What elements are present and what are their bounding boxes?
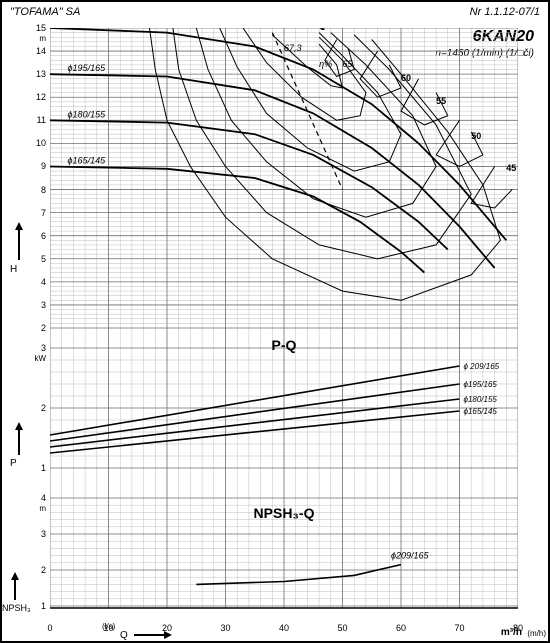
y-tick: 14	[10, 46, 46, 56]
y-tick: 3	[10, 343, 46, 353]
plot-area: ϕ 209/165 ϕ195/165 ϕ180/155 ϕ165/145 45 50 55 6…	[50, 28, 518, 626]
pq-series-label: ϕ 209/165	[464, 362, 500, 371]
x-tick: 70	[454, 623, 464, 633]
pump-curve-sheet: "TOFAMA" SA Nr 1.1.12-07/1 6KAN20 n=1450…	[0, 0, 550, 643]
impeller-label: ϕ165/145	[68, 155, 107, 165]
eff-label: 65	[343, 59, 354, 69]
y-tick: 3	[10, 300, 46, 310]
impeller-label: ϕ180/155	[68, 109, 107, 119]
hq-title: H-Q	[300, 28, 326, 30]
eff-label: 50	[471, 131, 481, 141]
y-tick: 1	[10, 463, 46, 473]
eff-label: 55	[436, 96, 446, 106]
doc-number: Nr 1.1.12-07/1	[470, 6, 540, 18]
y-tick: 8	[10, 185, 46, 195]
impeller-label: ϕ195/165	[68, 63, 107, 73]
q-axis-label: Q	[120, 630, 128, 641]
y-tick: 2	[10, 323, 46, 333]
eff-label: η%	[319, 59, 332, 69]
y-tick: 6	[10, 231, 46, 241]
pq-series-label: ϕ195/165	[464, 380, 498, 389]
pq-title: P-Q	[272, 337, 297, 353]
y-tick: 4	[10, 277, 46, 287]
y-tick: 2	[10, 565, 46, 575]
y-tick: 2	[10, 403, 46, 413]
eff-label: 60	[401, 73, 411, 83]
eff-label: 67,3	[284, 43, 302, 53]
x-tick: 50	[337, 623, 347, 633]
y-tick: 11	[10, 115, 46, 125]
y-tick: 3	[10, 529, 46, 539]
q-unit-far-right: (m/h)	[527, 629, 546, 638]
y-tick: 13	[10, 69, 46, 79]
x-tick: 0	[47, 623, 52, 633]
y-tick: 15	[10, 23, 46, 33]
y-tick: 10	[10, 138, 46, 148]
q-unit-left: (l/s)	[102, 622, 115, 631]
company-name: "TOFAMA" SA	[10, 6, 80, 18]
eff-label: 45	[506, 163, 516, 173]
npsh-series-label: ϕ209/165	[391, 551, 430, 561]
x-tick: 30	[220, 623, 230, 633]
arrow-q-axis	[132, 629, 172, 641]
header-row: "TOFAMA" SA Nr 1.1.12-07/1	[10, 6, 540, 24]
x-tick: 60	[396, 623, 406, 633]
y-tick: 12	[10, 92, 46, 102]
y-tick: 5	[10, 254, 46, 264]
q-unit-right: m³/h	[501, 627, 522, 638]
y-tick: 7	[10, 208, 46, 218]
pq-series-label: ϕ165/145	[464, 407, 498, 416]
y-tick: 1	[10, 601, 46, 611]
y-tick-labels: 23456789101112131415m123kW1234m	[8, 28, 48, 626]
x-tick: 40	[279, 623, 289, 633]
npsh-title: NPSH₃-Q	[254, 505, 315, 521]
pq-series-label: ϕ180/155	[464, 395, 498, 404]
y-tick: 4	[10, 493, 46, 503]
y-tick: 9	[10, 161, 46, 171]
